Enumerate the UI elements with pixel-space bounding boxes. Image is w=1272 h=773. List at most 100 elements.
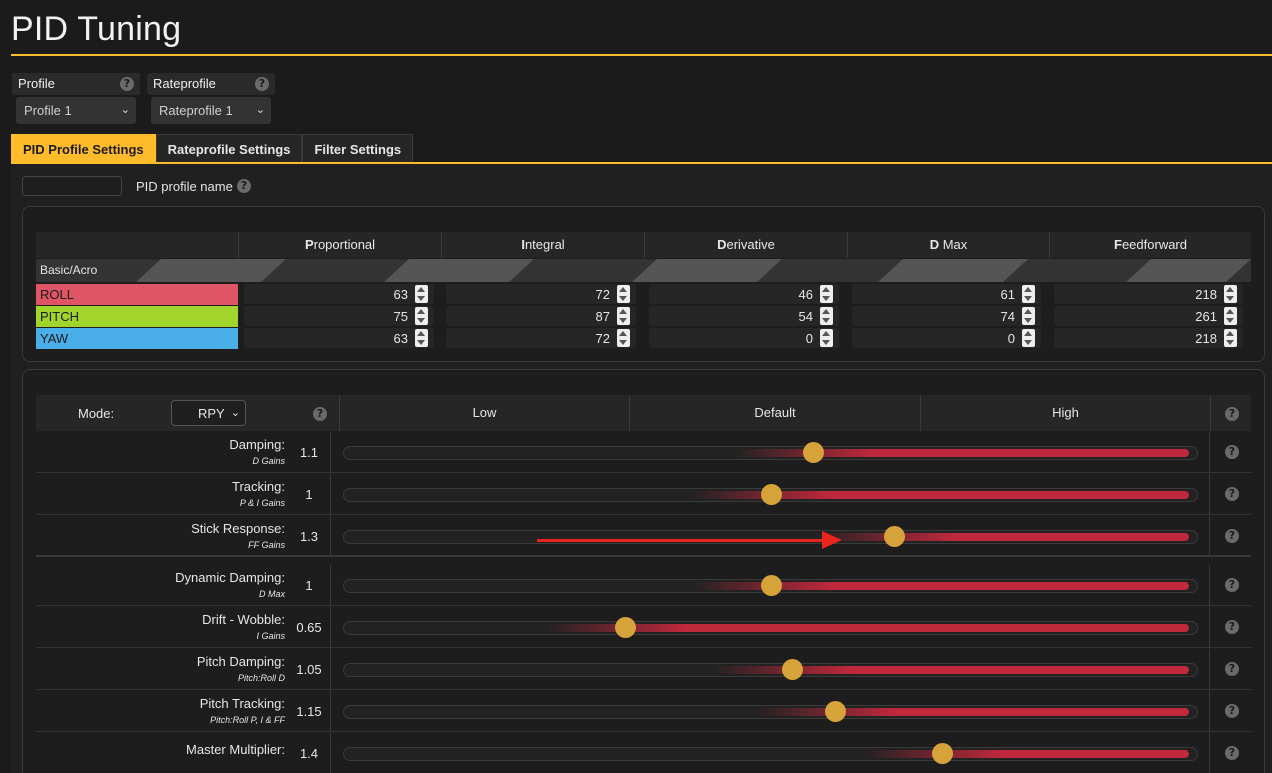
slider-label: Pitch Tracking: bbox=[199, 696, 285, 711]
pid-input-pitch-2[interactable]: 54 bbox=[649, 306, 839, 326]
slider-sublabel: Pitch:Roll P, I & FF bbox=[210, 715, 285, 725]
slider-thumb[interactable] bbox=[884, 526, 906, 547]
pid-input-yaw-0[interactable]: 63 bbox=[244, 328, 434, 348]
slider-track[interactable] bbox=[343, 747, 1198, 761]
spinner-arrows-icon[interactable] bbox=[1224, 307, 1237, 325]
pid-input-value: 87 bbox=[595, 309, 610, 324]
spinner-arrows-icon[interactable] bbox=[415, 307, 428, 325]
slider-thumb[interactable] bbox=[803, 442, 825, 463]
slider-fill bbox=[815, 533, 1189, 541]
question-circle-icon[interactable]: ? bbox=[1225, 746, 1239, 760]
slider-track[interactable] bbox=[343, 705, 1198, 719]
slider-fill bbox=[691, 582, 1189, 590]
pid-input-value: 54 bbox=[798, 309, 813, 324]
pid-input-value: 61 bbox=[1000, 287, 1015, 302]
pid-input-roll-1[interactable]: 72 bbox=[446, 284, 636, 304]
column-divider bbox=[330, 474, 331, 515]
pid-input-value: 0 bbox=[1007, 331, 1015, 346]
column-divider bbox=[1209, 649, 1210, 690]
pid-input-yaw-2[interactable]: 0 bbox=[649, 328, 839, 348]
slider-label: Damping: bbox=[229, 437, 285, 452]
question-circle-icon[interactable]: ? bbox=[1225, 704, 1239, 718]
chevron-down-icon: ⌄ bbox=[255, 103, 265, 116]
column-divider bbox=[1209, 691, 1210, 732]
slider-thumb[interactable] bbox=[615, 617, 637, 638]
tab-rateprofile-settings[interactable]: Rateprofile Settings bbox=[155, 134, 303, 163]
slider-track[interactable] bbox=[343, 663, 1198, 677]
question-circle-icon[interactable]: ? bbox=[255, 77, 269, 91]
slider-value: 1 bbox=[305, 487, 313, 502]
pid-input-roll-2[interactable]: 46 bbox=[649, 284, 839, 304]
chevron-down-icon: ⌄ bbox=[120, 103, 130, 116]
pid-input-yaw-4[interactable]: 218 bbox=[1054, 328, 1243, 348]
slider-label: Stick Response: bbox=[191, 521, 285, 536]
pid-input-roll-0[interactable]: 63 bbox=[244, 284, 434, 304]
slider-fill bbox=[691, 491, 1189, 499]
profile-select[interactable]: Profile 1 ⌄ bbox=[16, 97, 136, 124]
question-circle-icon[interactable]: ? bbox=[1225, 529, 1239, 543]
spinner-arrows-icon[interactable] bbox=[820, 329, 833, 347]
spinner-arrows-icon[interactable] bbox=[820, 307, 833, 325]
column-divider bbox=[330, 733, 331, 773]
column-divider bbox=[1209, 516, 1210, 557]
question-circle-icon[interactable]: ? bbox=[1225, 445, 1239, 459]
question-circle-icon[interactable]: ? bbox=[1225, 620, 1239, 634]
rateprofile-select[interactable]: Rateprofile 1 ⌄ bbox=[151, 97, 271, 124]
spinner-arrows-icon[interactable] bbox=[1022, 329, 1035, 347]
pid-input-yaw-1[interactable]: 72 bbox=[446, 328, 636, 348]
pid-profile-name-input[interactable] bbox=[22, 176, 122, 196]
rateprofile-group: Rateprofile ? bbox=[147, 73, 275, 95]
question-circle-icon[interactable]: ? bbox=[1225, 578, 1239, 592]
pid-input-pitch-4[interactable]: 261 bbox=[1054, 306, 1243, 326]
column-divider bbox=[1209, 733, 1210, 773]
pid-input-value: 0 bbox=[805, 331, 813, 346]
header-high: High bbox=[920, 395, 1210, 431]
pid-input-value: 218 bbox=[1195, 287, 1217, 302]
section-stripe bbox=[1126, 259, 1251, 282]
spinner-arrows-icon[interactable] bbox=[617, 285, 630, 303]
slider-thumb[interactable] bbox=[781, 659, 803, 680]
profile-select-value: Profile 1 bbox=[24, 103, 72, 118]
axis-label-pitch: PITCH bbox=[36, 306, 238, 327]
slider-thumb[interactable] bbox=[824, 701, 846, 722]
tab-filter-settings[interactable]: Filter Settings bbox=[302, 134, 414, 163]
pid-input-roll-4[interactable]: 218 bbox=[1054, 284, 1243, 304]
slider-fill bbox=[734, 449, 1189, 457]
page-title: PID Tuning bbox=[11, 10, 182, 48]
slider-track[interactable] bbox=[343, 621, 1198, 635]
spinner-arrows-icon[interactable] bbox=[415, 329, 428, 347]
pid-input-roll-3[interactable]: 61 bbox=[852, 284, 1041, 304]
question-circle-icon[interactable]: ? bbox=[1225, 662, 1239, 676]
slider-value: 0.65 bbox=[296, 620, 322, 635]
slider-row: Pitch Tracking: Pitch:Roll P, I & FF 1.15? bbox=[36, 691, 1251, 732]
spinner-arrows-icon[interactable] bbox=[1224, 285, 1237, 303]
question-circle-icon[interactable]: ? bbox=[313, 407, 327, 421]
column-divider bbox=[1209, 607, 1210, 648]
spinner-arrows-icon[interactable] bbox=[1022, 307, 1035, 325]
question-circle-icon[interactable]: ? bbox=[120, 77, 134, 91]
slider-row: Dynamic Damping: D Max 1? bbox=[36, 565, 1251, 606]
spinner-arrows-icon[interactable] bbox=[1224, 329, 1237, 347]
pid-input-pitch-3[interactable]: 74 bbox=[852, 306, 1041, 326]
question-circle-icon[interactable]: ? bbox=[1225, 487, 1239, 501]
spinner-arrows-icon[interactable] bbox=[415, 285, 428, 303]
mode-select[interactable]: RPY ⌄ bbox=[171, 400, 246, 426]
pid-input-yaw-3[interactable]: 0 bbox=[852, 328, 1041, 348]
spinner-arrows-icon[interactable] bbox=[820, 285, 833, 303]
slider-thumb[interactable] bbox=[760, 484, 782, 505]
spinner-arrows-icon[interactable] bbox=[617, 329, 630, 347]
slider-sublabel: P & I Gains bbox=[239, 498, 285, 508]
spinner-arrows-icon[interactable] bbox=[1022, 285, 1035, 303]
slider-thumb[interactable] bbox=[931, 743, 953, 764]
pid-input-pitch-0[interactable]: 75 bbox=[244, 306, 434, 326]
slider-fill bbox=[712, 666, 1189, 674]
spinner-arrows-icon[interactable] bbox=[617, 307, 630, 325]
tab-pid-profile-settings[interactable]: PID Profile Settings bbox=[11, 134, 156, 163]
slider-track[interactable] bbox=[343, 446, 1198, 460]
question-circle-icon[interactable]: ? bbox=[237, 179, 251, 193]
slider-sublabel: Pitch:Roll D bbox=[237, 673, 285, 683]
slider-thumb[interactable] bbox=[760, 575, 782, 596]
question-circle-icon[interactable]: ? bbox=[1225, 407, 1239, 421]
pid-input-pitch-1[interactable]: 87 bbox=[446, 306, 636, 326]
tabs-divider bbox=[11, 162, 1272, 164]
